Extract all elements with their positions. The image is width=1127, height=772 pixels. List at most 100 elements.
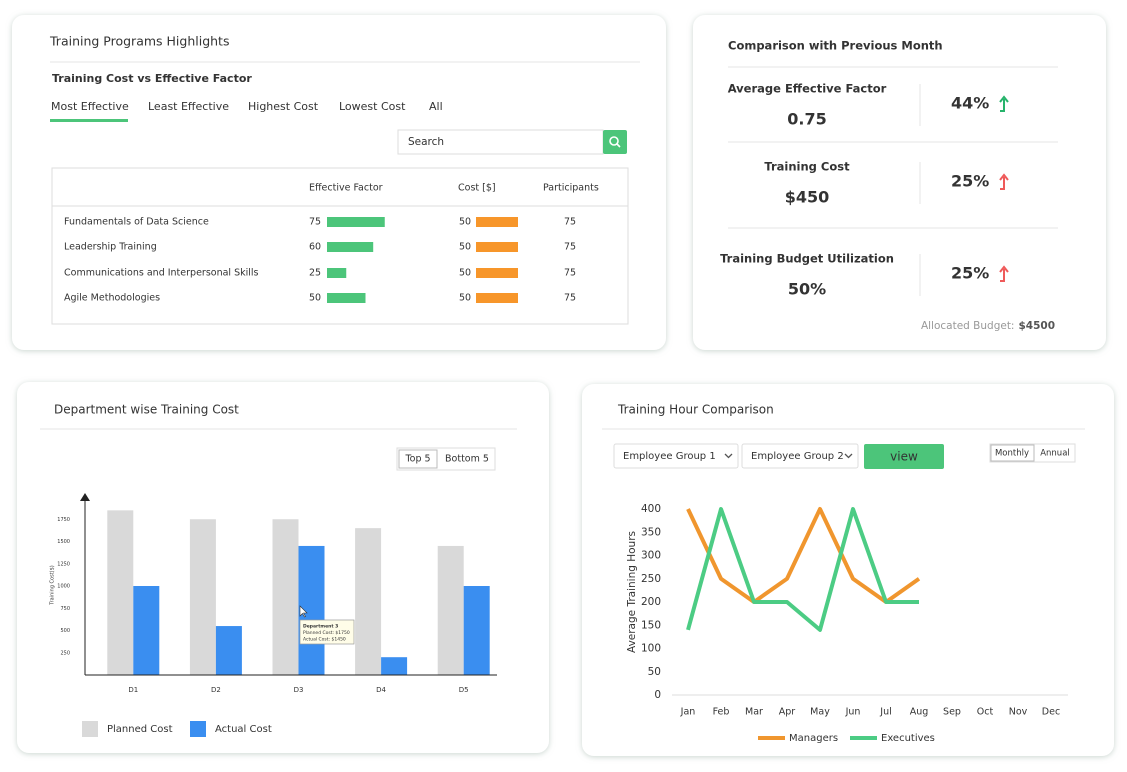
panel bbox=[693, 15, 1106, 350]
toggle-button: Bottom 5 bbox=[445, 454, 489, 465]
effective-value: 50 bbox=[309, 293, 321, 304]
trend-arrow bbox=[999, 95, 1009, 112]
budget-label: Allocated Budget: bbox=[921, 320, 1015, 332]
y-tick-label: 1000 bbox=[57, 584, 70, 590]
participants: 75 bbox=[564, 217, 576, 228]
bar bbox=[272, 519, 299, 675]
legend-swatch bbox=[82, 721, 98, 737]
y-axis-arrow bbox=[80, 493, 90, 501]
y-axis-label: Training Cost($) bbox=[50, 565, 56, 606]
metric-label: Training Budget Utilization bbox=[720, 252, 894, 266]
dropdown[interactable] bbox=[741, 443, 859, 469]
panel bbox=[12, 15, 666, 350]
x-tick-label: Oct bbox=[977, 707, 994, 718]
x-tick-label: Mar bbox=[745, 707, 763, 718]
y-tick-label: 100 bbox=[641, 643, 661, 655]
dropdown-chevron bbox=[844, 453, 853, 459]
tab: Highest Cost bbox=[248, 100, 319, 113]
x-tick-label: Aug bbox=[910, 707, 929, 718]
metric-change: 25% bbox=[951, 172, 989, 191]
bar bbox=[463, 586, 490, 675]
x-tick-label: Dec bbox=[1042, 707, 1060, 718]
cost-bar bbox=[476, 293, 518, 303]
y-tick-label: 1250 bbox=[57, 561, 70, 567]
bar bbox=[437, 545, 464, 675]
period-active[interactable] bbox=[990, 444, 1035, 462]
metric-value: 0.75 bbox=[787, 110, 826, 129]
participants: 75 bbox=[564, 293, 576, 304]
legend-label: Managers bbox=[789, 733, 838, 744]
tooltip bbox=[299, 619, 355, 645]
participants: 75 bbox=[564, 242, 576, 253]
bar bbox=[107, 510, 134, 675]
x-tick-label: Jan bbox=[680, 707, 696, 718]
period-button: Annual bbox=[1040, 449, 1070, 459]
cost-value: 50 bbox=[459, 268, 471, 279]
legend-swatch bbox=[190, 721, 206, 737]
cost-value: 50 bbox=[459, 293, 471, 304]
cost-value: 50 bbox=[459, 217, 471, 228]
legend-label: Planned Cost bbox=[107, 724, 173, 735]
column-header: Effective Factor bbox=[309, 183, 383, 194]
tab: All bbox=[429, 100, 443, 113]
column-header: Participants bbox=[543, 183, 599, 194]
x-tick-label: Apr bbox=[779, 707, 796, 718]
allocated-budget: Allocated Budget: $4500 bbox=[921, 320, 1055, 332]
tooltip-text: Actual Cost: $1450 bbox=[303, 637, 346, 643]
row-name: Leadership Training bbox=[64, 242, 157, 253]
bar bbox=[189, 519, 216, 675]
cost-bar bbox=[476, 268, 518, 278]
effective-bar bbox=[327, 268, 347, 278]
y-tick-label: 250 bbox=[60, 650, 70, 656]
x-tick-label: D1 bbox=[128, 686, 138, 694]
y-tick-label: 350 bbox=[641, 526, 661, 538]
x-tick-label: D4 bbox=[376, 686, 386, 694]
search-button[interactable] bbox=[603, 130, 627, 154]
line-series bbox=[686, 507, 921, 604]
legend-label: Actual Cost bbox=[215, 724, 272, 735]
x-tick-label: Sep bbox=[943, 707, 961, 718]
dropdown[interactable] bbox=[613, 443, 739, 469]
search-icon bbox=[616, 143, 621, 148]
metric-label: Training Cost bbox=[764, 160, 850, 174]
y-tick-label: 400 bbox=[641, 503, 661, 515]
y-tick-label: 750 bbox=[60, 606, 70, 612]
subtitle: Training Cost vs Effective Factor bbox=[52, 72, 252, 85]
toggle-active[interactable] bbox=[398, 449, 438, 469]
y-tick-label: 250 bbox=[641, 573, 661, 585]
y-axis-label: Average Training Hours bbox=[626, 531, 638, 653]
panel-title: Training Programs Highlights bbox=[49, 34, 229, 49]
effective-bar bbox=[327, 242, 374, 252]
column-header: Cost [$] bbox=[458, 183, 496, 194]
x-tick-label: D5 bbox=[459, 686, 469, 694]
period-button: Monthly bbox=[995, 449, 1029, 459]
tab: Most Effective bbox=[51, 100, 129, 113]
legend-label: Executives bbox=[881, 733, 935, 744]
tooltip-text: Planned Cost: $1750 bbox=[303, 630, 350, 636]
tab: Lowest Cost bbox=[339, 100, 406, 113]
x-tick-label: D2 bbox=[211, 686, 221, 694]
panel-title: Department wise Training Cost bbox=[54, 403, 239, 417]
bar bbox=[133, 586, 160, 675]
view-button-label: view bbox=[890, 450, 918, 464]
dropdown-chevron bbox=[724, 453, 733, 459]
x-tick-label: Jul bbox=[879, 707, 891, 718]
table-frame bbox=[51, 167, 629, 325]
dropdown-label: Employee Group 2 bbox=[751, 451, 844, 462]
view-button[interactable] bbox=[864, 444, 944, 469]
panel-title: Comparison with Previous Month bbox=[728, 39, 943, 53]
x-tick-label: Feb bbox=[713, 707, 730, 718]
y-tick-label: 500 bbox=[60, 628, 70, 634]
cost-bar bbox=[476, 217, 518, 227]
y-tick-label: 200 bbox=[641, 596, 661, 608]
metric-change: 25% bbox=[951, 264, 989, 283]
cost-bar bbox=[476, 242, 518, 252]
participants: 75 bbox=[564, 268, 576, 279]
bar bbox=[215, 626, 242, 675]
tab-underline bbox=[50, 119, 128, 122]
y-tick-label: 0 bbox=[654, 689, 661, 701]
tooltip-text: Department 3 bbox=[303, 624, 338, 630]
x-tick-label: Jun bbox=[845, 707, 861, 718]
cursor bbox=[299, 605, 308, 618]
